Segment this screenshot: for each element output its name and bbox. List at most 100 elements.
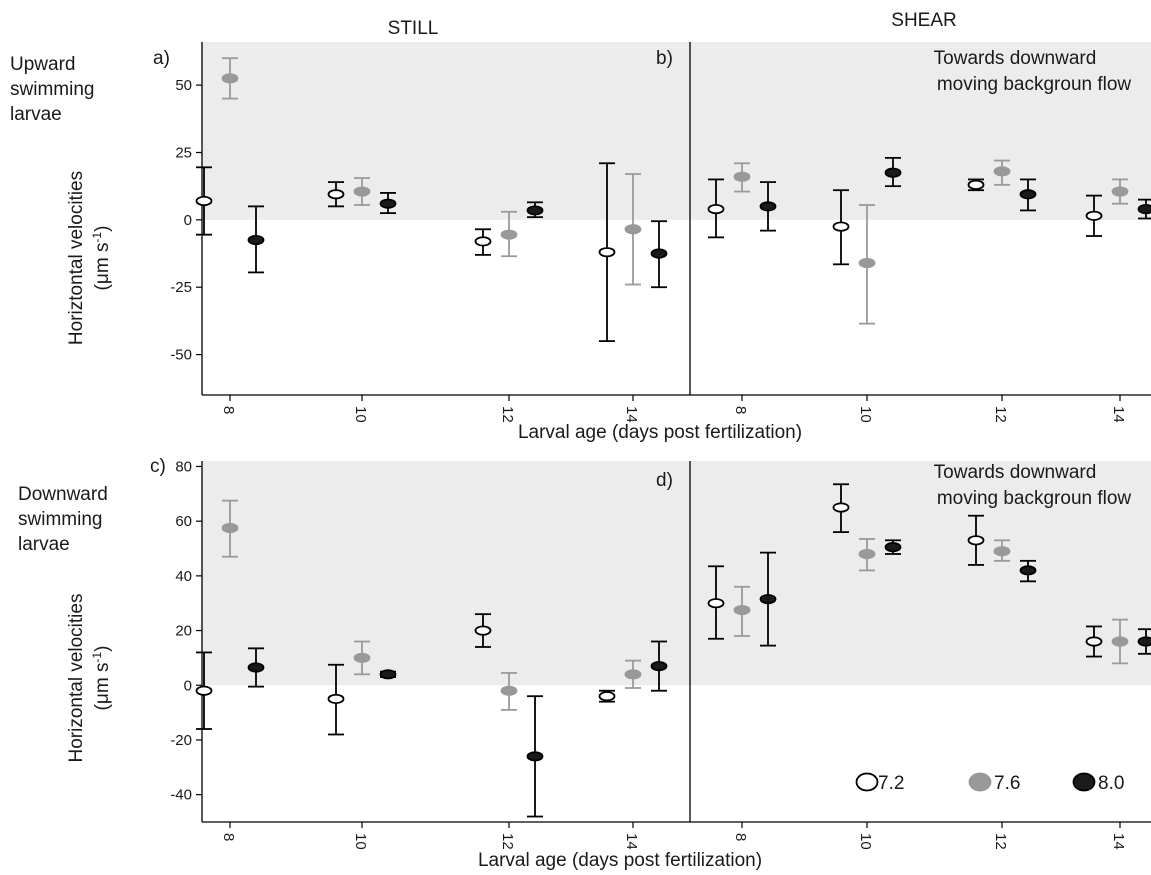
x-tick-label-group: 12 <box>992 833 1009 850</box>
legend-label: 7.6 <box>994 773 1020 794</box>
data-point <box>379 669 397 680</box>
x-tick-label: 14 <box>1110 406 1127 423</box>
y-tick-label: 80 <box>175 458 192 475</box>
shaded-regions <box>202 42 1151 686</box>
legend-swatch <box>1072 772 1096 792</box>
column-title-shear: SHEAR <box>891 10 956 31</box>
x-tick-label: 12 <box>499 406 516 423</box>
legend: 7.2 7.6 8.0 <box>855 772 1124 794</box>
data-point <box>1019 189 1037 200</box>
x-tick-label-group: 14 <box>1110 406 1127 423</box>
data-point-group <box>500 672 518 711</box>
data-point <box>733 604 751 616</box>
data-point-group <box>967 178 985 192</box>
x-tick-label: 12 <box>499 833 516 850</box>
shaded-region <box>690 42 1151 220</box>
x-tick-label: 8 <box>220 833 237 841</box>
x-tick-label: 10 <box>352 833 369 850</box>
data-point-group <box>221 499 239 558</box>
data-point <box>1085 636 1103 647</box>
data-point-group <box>1019 559 1037 583</box>
data-point <box>526 205 544 216</box>
data-point <box>195 685 213 696</box>
x-tick-label: 14 <box>623 833 640 850</box>
data-point-group <box>884 539 902 555</box>
row-label-line: larvae <box>10 104 62 125</box>
x-tick-label-group: 10 <box>857 406 874 423</box>
data-point <box>707 203 725 215</box>
data-point <box>967 535 985 546</box>
data-point-group <box>759 181 777 232</box>
panel-letter-c: c) <box>150 456 166 477</box>
data-point <box>500 229 518 240</box>
row-label-line: swimming <box>10 79 94 100</box>
y-axis-label-line1: Horizontal velocities <box>66 594 87 763</box>
data-point <box>327 189 345 200</box>
y-tick-label: -20 <box>170 732 192 749</box>
y-axis-label-line1: Horiztontal velocities <box>66 171 87 345</box>
data-point-group <box>1137 198 1151 220</box>
data-point <box>967 179 985 190</box>
data-point-group <box>379 192 397 215</box>
x-tick-label-group: 8 <box>732 406 749 414</box>
data-point-group <box>221 57 239 100</box>
shaded-region <box>202 42 690 220</box>
legend-swatch <box>855 772 879 792</box>
data-point <box>1111 636 1129 647</box>
data-point <box>858 257 876 269</box>
data-point <box>221 73 239 84</box>
x-tick-label: 10 <box>857 406 874 423</box>
data-point-group <box>650 220 668 289</box>
x-tick-label-group: 8 <box>732 833 749 841</box>
x-tick-label: 14 <box>623 406 640 423</box>
data-point <box>353 186 371 197</box>
axes-layer: -50 -25 0 25 50 8 10 12 14 8 10 12 14 -40 -20 0 20 40 60 80… <box>170 42 1151 850</box>
data-point-group <box>993 159 1011 186</box>
y-axis-label-line2: (μm s-1) <box>90 226 113 291</box>
data-point-group <box>624 659 642 689</box>
data-point <box>1111 186 1129 197</box>
data-point-group <box>353 640 371 676</box>
data-point-group <box>1111 618 1129 665</box>
data-point <box>650 248 668 259</box>
legend-item: 7.2 <box>855 772 904 794</box>
x-tick-label: 10 <box>352 406 369 423</box>
data-point-group <box>707 178 725 239</box>
annotation-line: moving backgroun flow <box>937 488 1132 509</box>
y-tick-label: 50 <box>175 77 192 94</box>
data-point <box>993 546 1011 557</box>
y-axis-label-top: Horiztontal velocities (μm s-1) <box>66 171 113 345</box>
data-point <box>858 548 876 560</box>
data-point <box>1085 210 1103 221</box>
y-tick-label: -50 <box>170 347 192 364</box>
legend-item: 7.6 <box>968 772 1020 794</box>
data-point <box>247 234 265 246</box>
row-label-line: Upward <box>10 54 75 75</box>
data-point <box>474 236 492 247</box>
data-point-group <box>993 539 1011 562</box>
data-point-group <box>598 689 616 703</box>
data-point <box>884 167 902 178</box>
y-tick-label: 0 <box>184 677 192 694</box>
x-tick-label-group: 14 <box>623 406 640 423</box>
data-point-group <box>733 585 751 637</box>
data-point <box>195 195 213 207</box>
row-label-line: larvae <box>18 534 70 555</box>
data-point-group <box>832 189 850 266</box>
panel-letter-b: b) <box>656 48 673 69</box>
data-point <box>1019 565 1037 576</box>
data-point-group <box>247 205 265 274</box>
data-point-group <box>1085 194 1103 237</box>
data-point <box>624 669 642 680</box>
data-point-group <box>1019 178 1037 212</box>
data-point <box>327 693 345 705</box>
data-point-group <box>195 166 213 236</box>
data-point <box>759 594 777 605</box>
data-point-group <box>526 201 544 219</box>
x-axis-label-top: Larval age (days post fertilization) <box>518 422 802 443</box>
panel-letter-d: d) <box>656 470 673 491</box>
y-tick-label: -25 <box>170 279 192 296</box>
x-tick-label-group: 14 <box>1110 833 1127 850</box>
data-point-group <box>832 483 850 534</box>
